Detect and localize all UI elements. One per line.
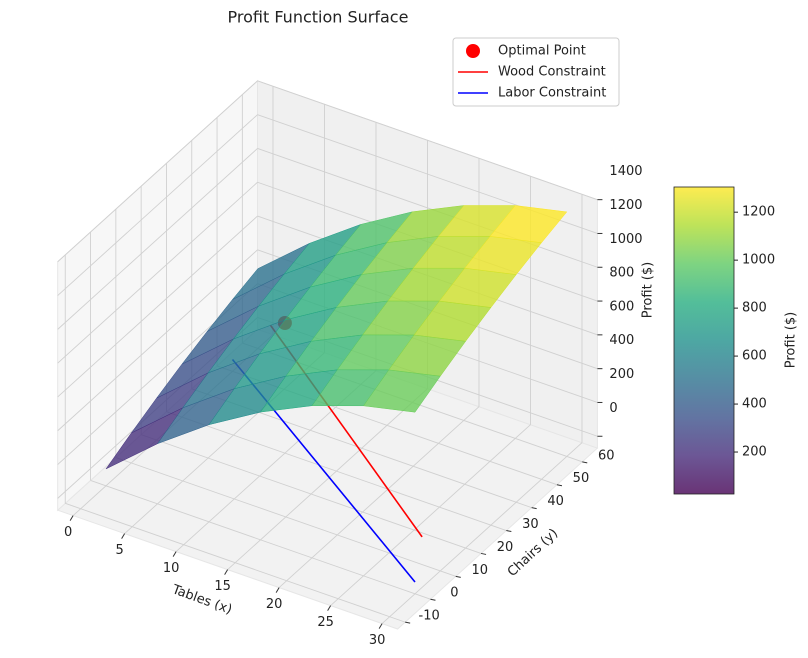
y-tick-label: 10 <box>471 563 488 578</box>
grid-line <box>90 480 431 600</box>
grid-line <box>278 406 480 588</box>
colorbar-tick-label: 200 <box>742 445 767 460</box>
grid-line <box>115 457 456 577</box>
y-tick <box>405 621 411 624</box>
x-tick-label: 10 <box>163 561 180 576</box>
legend-box <box>452 37 620 107</box>
legend-label: Wood Constraint <box>498 65 606 80</box>
x-tick <box>224 569 229 575</box>
z-axis-label: Profit ($) <box>641 262 656 318</box>
y-tick-label: 20 <box>497 540 514 555</box>
z-tick-label: 1400 <box>609 164 642 179</box>
x-tick <box>121 533 126 539</box>
grid-line <box>257 80 598 201</box>
x-tick <box>378 623 383 629</box>
y-tick <box>531 507 537 510</box>
grid-line <box>65 502 406 623</box>
x-tick-label: 15 <box>214 579 231 594</box>
y-tick-label: 50 <box>573 471 590 486</box>
x-tick <box>275 587 280 593</box>
x-tick-label: 30 <box>369 633 386 648</box>
x-tick-label: 0 <box>64 525 72 540</box>
z-tick-label: 200 <box>609 367 634 382</box>
legend-marker <box>466 44 480 58</box>
colorbar-tick-label: 1200 <box>742 205 775 220</box>
grid-line <box>57 114 258 296</box>
colorbar <box>673 186 735 495</box>
grid-line <box>381 442 583 624</box>
grid-line <box>257 148 598 268</box>
colorbar-tick-label: 600 <box>742 349 767 364</box>
x-tick-label: 20 <box>266 597 283 612</box>
z-tick-label: 1200 <box>609 198 642 213</box>
colorbar-tick-label: 1000 <box>742 253 775 268</box>
grid-line <box>57 148 258 330</box>
y-tick-label: -10 <box>419 609 440 624</box>
x-tick <box>172 551 177 557</box>
grid-line <box>330 424 531 606</box>
grid-line <box>166 411 507 531</box>
z-tick-label: 600 <box>609 299 634 314</box>
grid-line <box>57 215 258 398</box>
grid-line <box>57 80 258 263</box>
x-tick <box>69 515 74 521</box>
y-tick-label: 0 <box>450 586 458 601</box>
y-tick-label: 40 <box>547 494 564 509</box>
legend-label: Labor Constraint <box>498 86 606 101</box>
y-tick <box>582 461 588 464</box>
legend-label: Optimal Point <box>498 44 586 59</box>
grid-line <box>57 249 258 432</box>
y-tick-label: 30 <box>522 517 539 532</box>
y-tick <box>556 484 563 487</box>
z-tick-label: 0 <box>609 401 617 416</box>
z-tick-label: 1000 <box>609 232 642 247</box>
grid-line <box>141 434 482 554</box>
y-tick <box>480 552 487 555</box>
colorbar-tick-label: 400 <box>742 397 767 412</box>
y-tick <box>430 598 436 601</box>
y-tick-label: 60 <box>598 448 615 463</box>
grid-line <box>227 388 428 570</box>
y-tick <box>506 530 512 533</box>
colorbar-label: Profit ($) <box>784 312 799 368</box>
colorbar-tick-label: 800 <box>742 301 767 316</box>
x-tick <box>327 605 332 611</box>
x-tick-label: 25 <box>317 615 334 630</box>
grid-line <box>57 181 258 364</box>
chart-title: Profit Function Surface <box>228 8 409 27</box>
z-tick-label: 400 <box>609 333 634 348</box>
x-tick-label: 5 <box>115 543 123 558</box>
surface-patch <box>363 369 441 413</box>
z-tick-label: 800 <box>609 266 634 281</box>
y-tick <box>455 575 461 578</box>
